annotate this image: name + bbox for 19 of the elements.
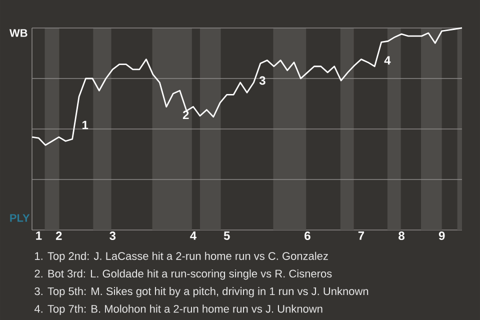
annotation: 3 <box>259 76 266 85</box>
x-tick-label: 3 <box>110 232 116 240</box>
text: 1. Top 2nd: J. LaCasse hit a 2-run home run vs C. Gonzalez <box>35 252 328 262</box>
text: 3. Top 5th: M. Sikes got hit by a pitch, driving in 1 run vs J. Unknown <box>34 287 368 298</box>
annotation: 4 <box>384 56 391 64</box>
annotation: 1 <box>82 120 88 130</box>
x-tick-label: 2 <box>56 232 62 240</box>
x-tick-label: 1 <box>36 232 42 240</box>
text: 4. Top 7th: B. Molohon hit a 2-run home run vs J. Unknown <box>34 304 322 315</box>
x-tick-label: 9 <box>438 232 445 240</box>
x-tick-label: 6 <box>304 232 310 240</box>
x-tick-label: 7 <box>358 232 364 240</box>
annotation: 2 <box>182 110 189 120</box>
text: WB <box>9 29 28 37</box>
x-tick-label: 5 <box>224 232 230 240</box>
text: 2. Bot 3rd: L. Goldade hit a run-scoring single vs R. Cisneros <box>34 269 332 280</box>
x-tick-label: 4 <box>190 232 197 240</box>
text: PLY <box>10 214 30 222</box>
x-tick-label: 8 <box>398 232 404 240</box>
